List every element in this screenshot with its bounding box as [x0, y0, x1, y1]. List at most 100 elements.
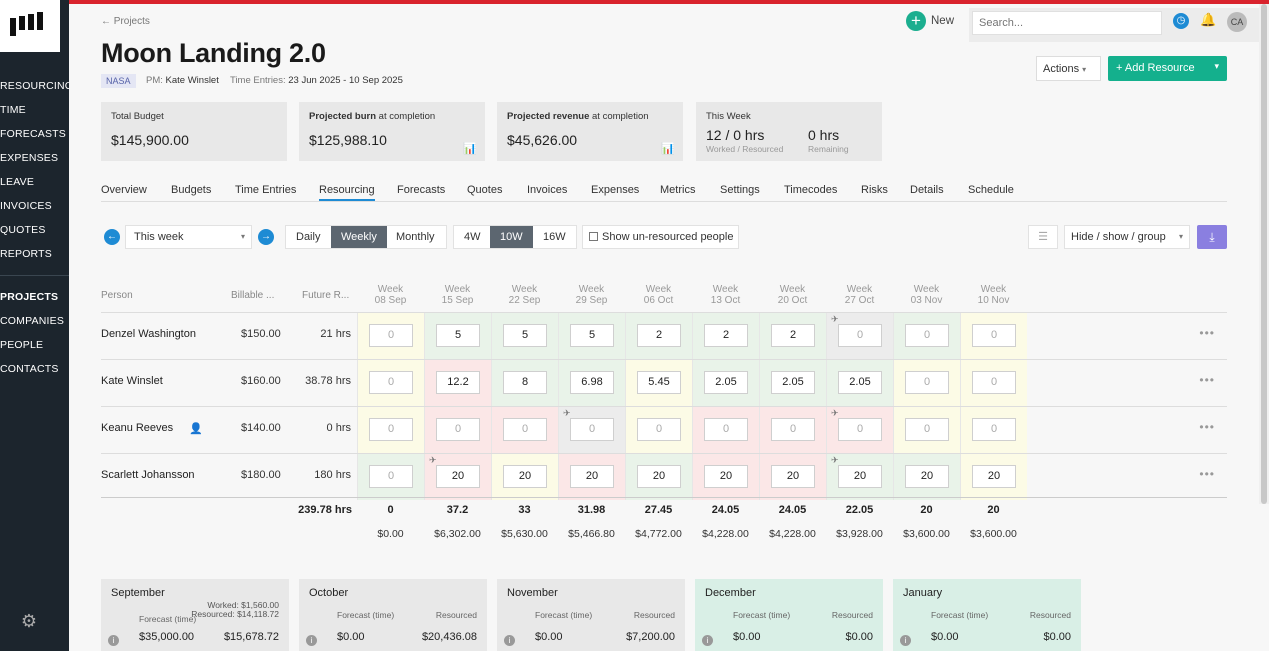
hours-input[interactable]: 0	[972, 418, 1016, 441]
info-icon[interactable]: i	[504, 635, 515, 646]
back-to-projects-link[interactable]: ← Projects	[101, 16, 150, 27]
hours-input[interactable]: 0	[972, 324, 1016, 347]
hours-input[interactable]: 0	[838, 324, 882, 347]
nav-contacts[interactable]: CONTACTS	[0, 363, 59, 375]
checkbox[interactable]	[589, 232, 598, 241]
download-icon[interactable]: ⤓	[1197, 225, 1227, 249]
user-avatar[interactable]: CA	[1227, 12, 1247, 32]
hide-show-group-dropdown[interactable]: Hide / show / group ▾	[1064, 225, 1190, 249]
tab-overview[interactable]: Overview	[101, 184, 147, 196]
tab-forecasts[interactable]: Forecasts	[397, 184, 446, 196]
previous-period-arrow-icon[interactable]: ←	[104, 229, 120, 245]
hours-input[interactable]: 8	[503, 371, 547, 394]
nav-projects[interactable]: PROJECTS	[0, 291, 59, 303]
hours-input[interactable]: 20	[972, 465, 1016, 488]
daily-button[interactable]: Daily	[296, 231, 321, 243]
tab-budgets[interactable]: Budgets	[171, 184, 212, 196]
scrollbar[interactable]	[1259, 4, 1269, 504]
info-icon[interactable]: i	[702, 635, 713, 646]
column-header-person[interactable]: Person	[101, 290, 133, 301]
tab-settings[interactable]: Settings	[720, 184, 760, 196]
hours-input[interactable]: 5	[436, 324, 480, 347]
person-name[interactable]: Kate Winslet	[101, 375, 163, 387]
tab-invoices[interactable]: Invoices	[527, 184, 568, 196]
person-name[interactable]: Scarlett Johansson	[101, 469, 195, 481]
hours-input[interactable]: 20	[503, 465, 547, 488]
tab-details[interactable]: Details	[910, 184, 944, 196]
hours-input[interactable]: 0	[369, 465, 413, 488]
info-icon[interactable]: i	[900, 635, 911, 646]
hours-input[interactable]: 0	[771, 418, 815, 441]
add-resource-button[interactable]: + Add Resource ▾	[1108, 56, 1227, 81]
row-menu-icon[interactable]: •••	[1199, 420, 1215, 434]
tab-schedule[interactable]: Schedule	[968, 184, 1014, 196]
info-icon[interactable]: i	[108, 635, 119, 646]
hours-input[interactable]: 20	[637, 465, 681, 488]
hours-input[interactable]: 0	[637, 418, 681, 441]
search-input[interactable]	[972, 11, 1162, 35]
hours-input[interactable]: 5	[503, 324, 547, 347]
hours-input[interactable]: 2	[704, 324, 748, 347]
hours-input[interactable]: 0	[972, 371, 1016, 394]
hours-input[interactable]: 20	[436, 465, 480, 488]
nav-invoices[interactable]: INVOICES	[0, 200, 52, 212]
new-button-label[interactable]: New	[931, 15, 955, 27]
next-period-arrow-icon[interactable]: →	[258, 229, 274, 245]
hours-input[interactable]: 2	[771, 324, 815, 347]
nav-time[interactable]: TIME	[0, 104, 26, 116]
hours-input[interactable]: 0	[838, 418, 882, 441]
hours-input[interactable]: 12.2	[436, 371, 480, 394]
list-view-icon[interactable]: ☰	[1028, 225, 1058, 249]
chart-icon[interactable]: 📊	[463, 143, 477, 155]
hours-input[interactable]: 0	[704, 418, 748, 441]
hours-input[interactable]: 5.45	[637, 371, 681, 394]
nav-leave[interactable]: LEAVE	[0, 176, 35, 188]
actions-dropdown[interactable]: Actions ▾	[1036, 56, 1101, 81]
nav-expenses[interactable]: EXPENSES	[0, 152, 59, 164]
hours-input[interactable]: 20	[771, 465, 815, 488]
period-select[interactable]: This week ▾	[125, 225, 252, 249]
hours-input[interactable]: 2	[637, 324, 681, 347]
row-menu-icon[interactable]: •••	[1199, 373, 1215, 387]
chevron-down-icon[interactable]: ▾	[1214, 61, 1219, 71]
nav-resourcing[interactable]: RESOURCING	[0, 80, 69, 92]
hours-input[interactable]: 20	[838, 465, 882, 488]
tab-timecodes[interactable]: Timecodes	[784, 184, 838, 196]
client-badge[interactable]: NASA	[101, 74, 136, 88]
hours-input[interactable]: 5	[570, 324, 614, 347]
info-icon[interactable]: i	[306, 635, 317, 646]
hours-input[interactable]: 20	[570, 465, 614, 488]
tab-metrics[interactable]: Metrics	[660, 184, 696, 196]
tab-time-entries[interactable]: Time Entries	[235, 184, 297, 196]
16w-button[interactable]: 16W	[543, 231, 566, 243]
show-unresourced-toggle[interactable]: Show un-resourced people	[582, 225, 739, 249]
row-menu-icon[interactable]: •••	[1199, 467, 1215, 481]
row-menu-icon[interactable]: •••	[1199, 326, 1215, 340]
hours-input[interactable]: 20	[704, 465, 748, 488]
nav-forecasts[interactable]: FORECASTS	[0, 128, 66, 140]
unresourced-person-icon[interactable]: 👤	[189, 423, 203, 435]
clock-icon[interactable]: ◷	[1173, 13, 1189, 29]
column-header-billable[interactable]: Billable ...	[231, 290, 275, 301]
tab-risks[interactable]: Risks	[861, 184, 888, 196]
new-plus-icon[interactable]: +	[906, 11, 926, 31]
hours-input[interactable]: 0	[503, 418, 547, 441]
nav-people[interactable]: PEOPLE	[0, 339, 44, 351]
hours-input[interactable]: 0	[570, 418, 614, 441]
hours-input[interactable]: 0	[905, 371, 949, 394]
app-logo[interactable]	[0, 0, 60, 52]
hours-input[interactable]: 2.05	[838, 371, 882, 394]
hours-input[interactable]: 0	[369, 324, 413, 347]
hours-input[interactable]: 0	[905, 418, 949, 441]
settings-gear-icon[interactable]: ⚙	[20, 611, 38, 631]
person-name[interactable]: Denzel Washington	[101, 328, 196, 340]
hours-input[interactable]: 0	[369, 418, 413, 441]
tab-quotes[interactable]: Quotes	[467, 184, 503, 196]
weekly-button[interactable]: Weekly	[331, 226, 387, 248]
hours-input[interactable]: 20	[905, 465, 949, 488]
bell-icon[interactable]: 🔔	[1200, 12, 1217, 27]
monthly-button[interactable]: Monthly	[396, 231, 435, 243]
nav-quotes[interactable]: QUOTES	[0, 224, 46, 236]
chart-icon[interactable]: 📊	[661, 143, 675, 155]
hours-input[interactable]: 0	[436, 418, 480, 441]
